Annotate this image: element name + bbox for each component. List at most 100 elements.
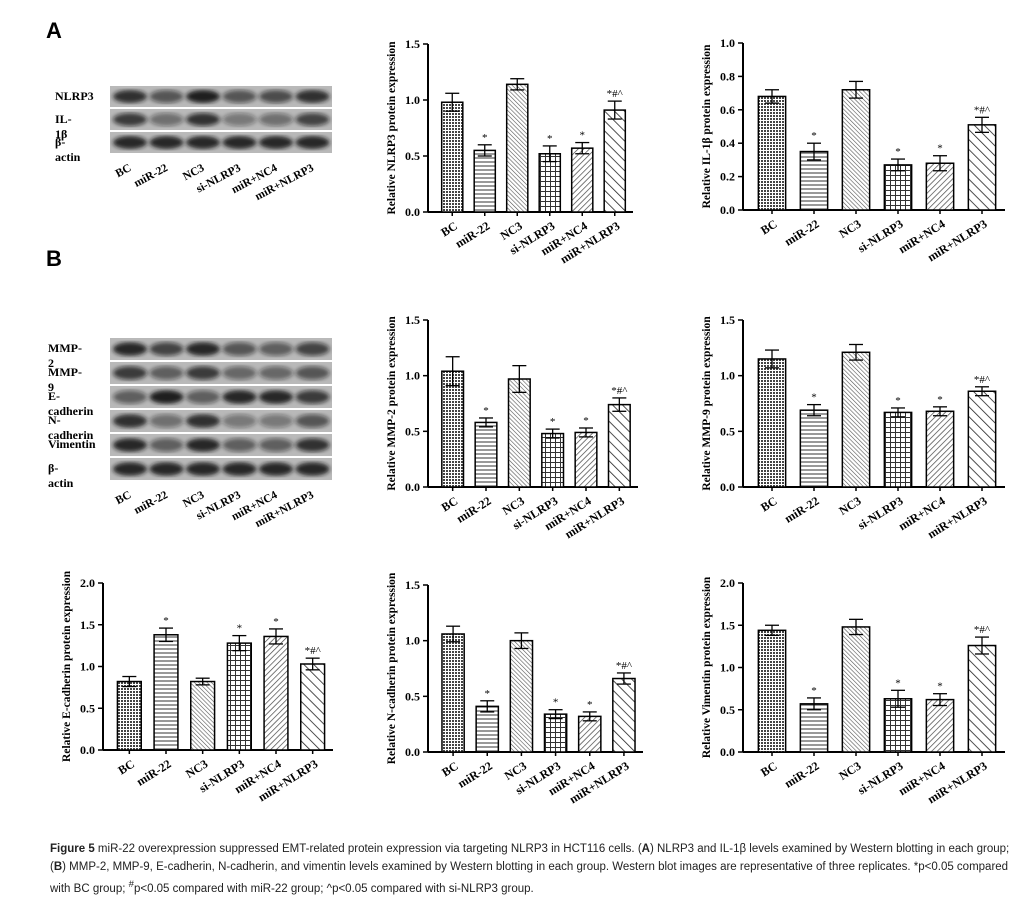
blot-lane-label: BC	[114, 162, 134, 180]
bar-si-NLRP3	[883, 411, 913, 488]
bar-si-NLRP3	[226, 642, 252, 751]
y-tick-label: 0.0	[80, 743, 95, 757]
y-tick-label: 1.5	[720, 313, 735, 327]
blot-band	[222, 390, 257, 404]
y-tick-label: 0.5	[405, 689, 420, 703]
error-bar	[849, 618, 863, 636]
blot-row-label: β-actin	[55, 134, 81, 164]
figure-caption: Figure 5 miR-22 overexpression suppresse…	[50, 840, 1016, 898]
significance-label: *	[237, 623, 243, 635]
y-tick-label: 1.5	[405, 578, 420, 592]
error-bar	[446, 625, 461, 643]
bar-NC3	[841, 89, 871, 211]
bar-miR+NLRP3	[967, 644, 997, 753]
error-bar	[933, 693, 947, 707]
y-tick-label: 0.5	[405, 424, 420, 438]
y-tick-label: 2.0	[80, 576, 95, 590]
chart-il1b: 0.0 0.2 0.4 0.6 0.8 1.0 Relative IL-1β protein…	[701, 36, 1005, 264]
y-tick-label: 0.0	[405, 205, 420, 219]
error-bar	[232, 634, 247, 652]
error-bar	[616, 672, 631, 685]
blot-row-label: Vimentin	[48, 437, 96, 451]
chart-nlrp3: 0.0 0.5 1.0 1.5 Relative NLRP3 protein expre…	[386, 37, 633, 266]
significance-label: *	[811, 130, 817, 142]
x-tick-label: NC3	[836, 494, 863, 518]
blot-band	[259, 390, 293, 404]
bar-miR-22	[799, 703, 829, 753]
blot-band	[295, 390, 330, 404]
bar-NC3	[509, 639, 534, 753]
bar-NC3	[841, 351, 871, 488]
x-tick-label: miR-22	[782, 759, 822, 791]
blot-lane-label: BC	[114, 489, 134, 507]
significance-label: *#^	[607, 88, 624, 100]
error-bar	[975, 386, 989, 397]
significance-label: *	[937, 394, 943, 406]
bar-miR+NLRP3	[607, 403, 631, 488]
error-bar	[445, 92, 460, 112]
error-bar	[807, 142, 821, 161]
y-tick-label: 0.0	[720, 203, 735, 217]
error-bar	[933, 155, 947, 172]
significance-label: *#^	[974, 104, 991, 116]
bar-miR+NC4	[577, 715, 602, 753]
significance-label: *	[547, 133, 553, 145]
blot-band	[259, 90, 293, 103]
significance-label: *#^	[611, 385, 628, 397]
error-bar	[305, 657, 320, 671]
y-axis-label: Relative NLRP3 protein expression	[386, 41, 398, 215]
error-bar	[891, 689, 905, 708]
bar-si-NLRP3	[883, 698, 913, 753]
error-bar	[765, 349, 779, 369]
caption-label: Figure 5	[50, 843, 95, 855]
error-bar	[159, 627, 173, 643]
bar-miR-22	[473, 149, 497, 213]
error-bar	[512, 364, 527, 394]
blot-band	[259, 462, 293, 476]
bar-BC	[116, 680, 143, 751]
error-bar	[975, 116, 989, 133]
blot-row-label: E-cadherin	[48, 389, 94, 418]
bar-miR+NC4	[570, 147, 594, 213]
blot-band	[113, 342, 147, 356]
y-tick-label: 0.0	[405, 745, 420, 759]
significance-label: *	[485, 688, 491, 700]
x-tick-label: miR-22	[782, 494, 822, 526]
error-bar	[891, 158, 905, 172]
error-bar	[807, 403, 821, 417]
bar-miR+NLRP3	[603, 109, 627, 213]
y-tick-label: 1.0	[80, 660, 95, 674]
y-tick-label: 0.8	[720, 69, 735, 83]
bar-BC	[441, 633, 465, 753]
y-tick-label: 1.0	[405, 634, 420, 648]
blot-band	[113, 366, 147, 380]
bar-miR-22	[153, 634, 179, 751]
blot-band	[149, 414, 184, 428]
caption-text: miR-22 overexpression suppressed EMT-rel…	[94, 843, 642, 855]
bar-BC	[440, 101, 464, 213]
error-bar	[975, 636, 989, 655]
y-tick-label: 0.0	[720, 480, 735, 494]
bar-miR+NC4	[263, 635, 289, 751]
significance-label: *	[811, 392, 817, 404]
blot-band	[222, 136, 257, 149]
panel-label-b: B	[46, 246, 62, 271]
blot-lane-label: miR-22	[132, 162, 170, 190]
bar-miR-22	[799, 150, 829, 211]
error-bar	[542, 145, 557, 163]
significance-label: *	[895, 677, 901, 689]
error-bar	[582, 711, 597, 722]
bar-BC	[757, 358, 787, 488]
blot-band	[113, 462, 147, 476]
significance-label: *	[553, 697, 559, 709]
bar-miR-22	[799, 409, 829, 488]
blot-band	[149, 90, 184, 103]
bar-miR+NC4	[925, 410, 955, 488]
x-tick-label: NC3	[836, 759, 863, 783]
blot-band	[149, 113, 184, 126]
blot-band	[113, 113, 147, 126]
y-axis-label: Relative E-cadherin protein expression	[61, 571, 73, 762]
y-tick-label: 2.0	[720, 576, 735, 590]
y-tick-label: 1.5	[80, 618, 95, 632]
